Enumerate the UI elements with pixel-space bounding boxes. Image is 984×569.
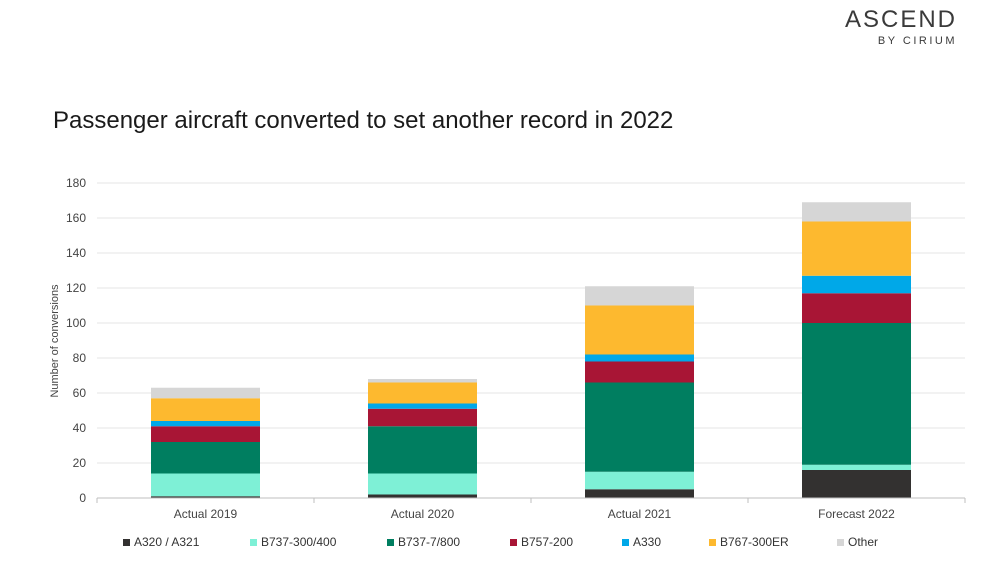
y-tick-label: 180: [66, 176, 86, 190]
stacked-bar-chart: 0 20 40 60 80 100 120 140 160 180 Actual 2019 Actua…: [49, 176, 966, 521]
bar-segment: [802, 221, 911, 276]
chart-legend: A320 / A321 B737-300/400 B737-7/800 B757-20…: [0, 535, 984, 553]
bar-segment: [585, 361, 694, 383]
bar-segment: [802, 202, 911, 222]
bar-segment: [368, 379, 477, 383]
bar-segment: [585, 382, 694, 472]
x-category-label: Actual 2021: [608, 507, 672, 521]
legend-swatch: [709, 538, 716, 546]
legend-label: B737-7/800: [398, 535, 461, 549]
legend-swatch: [837, 538, 844, 546]
bar-segment: [802, 323, 911, 465]
bar-segment: [585, 305, 694, 355]
bar-segment: [368, 408, 477, 427]
bar-segment: [802, 293, 911, 323]
legend-label: A330: [633, 535, 662, 549]
legend-swatch: [250, 538, 257, 546]
legend-swatch: [622, 538, 629, 546]
legend-item: A320 / A321: [123, 535, 199, 549]
bar-segment: [802, 464, 911, 470]
bar-segment: [585, 286, 694, 306]
y-tick-label: 80: [73, 351, 87, 365]
y-tick-label: 20: [73, 456, 87, 470]
bar-segment: [151, 442, 260, 474]
bar-segment: [585, 354, 694, 362]
bar-segment: [585, 471, 694, 490]
y-tick-label: 120: [66, 281, 86, 295]
legend-item: B757-200: [510, 535, 573, 549]
legend-swatch: [387, 538, 394, 546]
brand-logo: ASCEND BY CIRIUM: [845, 6, 957, 47]
x-category-label: Actual 2020: [391, 507, 455, 521]
legend-item: B737-7/800: [387, 535, 460, 549]
bar-segment: [802, 470, 911, 498]
y-tick-label: 0: [79, 491, 86, 505]
bar-segment: [151, 426, 260, 442]
bar-segment: [802, 275, 911, 294]
logo-main-text: ASCEND: [844, 6, 957, 33]
legend-label: B767-300ER: [720, 535, 789, 549]
y-tick-label: 40: [73, 421, 87, 435]
y-tick-label: 60: [73, 386, 87, 400]
y-tick-label: 160: [66, 211, 86, 225]
legend-label: B757-200: [521, 535, 574, 549]
bars: [151, 202, 911, 498]
bar-segment: [151, 398, 260, 421]
bar-segment: [368, 403, 477, 409]
bar-segment: [368, 382, 477, 404]
legend-swatch: [510, 538, 517, 546]
bar-segment: [151, 421, 260, 427]
chart-title: Passenger aircraft converted to set anot…: [53, 107, 674, 134]
legend-label: B737-300/400: [261, 535, 337, 549]
legend-item: B767-300ER: [709, 535, 789, 549]
bar-segment: [151, 496, 260, 498]
bar-segment: [368, 426, 477, 474]
bar-segment: [151, 473, 260, 497]
legend-label: A320 / A321: [134, 535, 200, 549]
logo-sub-text: BY CIRIUM: [877, 35, 957, 47]
axes: 0 20 40 60 80 100 120 140 160 180 Actual 2019 Actua…: [66, 176, 966, 521]
bar-segment: [368, 494, 477, 498]
bar-segment: [585, 489, 694, 498]
y-tick-label: 140: [66, 246, 86, 260]
y-axis-label: Number of conversions: [49, 284, 61, 398]
bar-segment: [368, 473, 477, 495]
y-tick-label: 100: [66, 316, 86, 330]
x-category-label: Actual 2019: [174, 507, 238, 521]
x-category-label: Forecast 2022: [818, 507, 895, 521]
legend-swatch: [123, 538, 130, 546]
legend-item: A330: [622, 535, 661, 549]
legend-item: B737-300/400: [250, 535, 336, 549]
legend-label: Other: [848, 535, 879, 549]
legend-item: Other: [837, 535, 878, 549]
bar-segment: [151, 387, 260, 399]
